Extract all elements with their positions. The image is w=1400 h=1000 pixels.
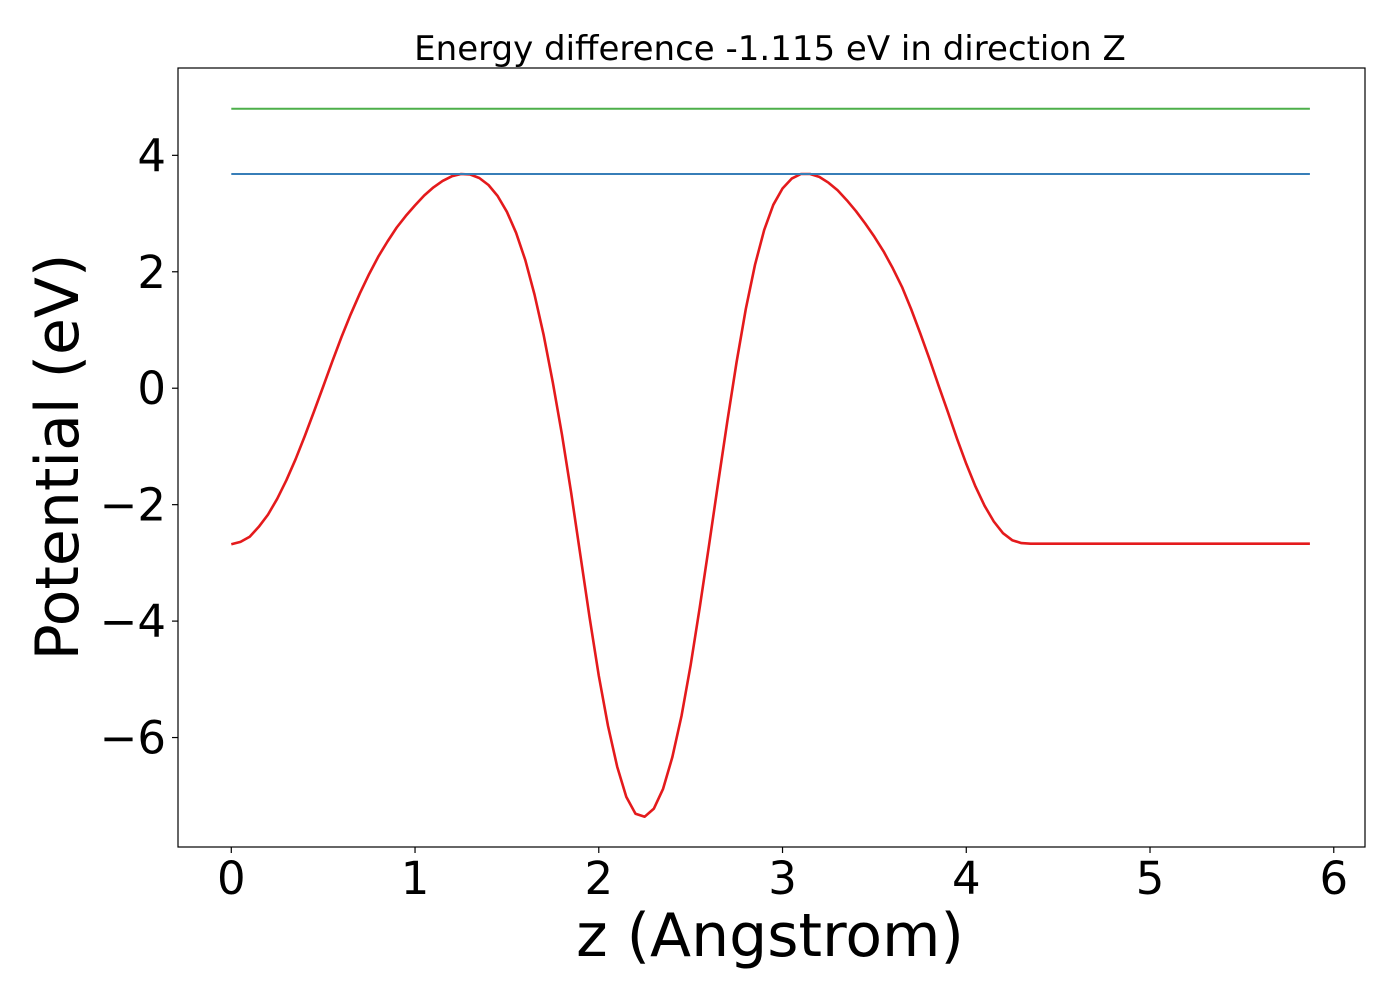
y-tick-label: 2 <box>137 246 166 299</box>
y-axis-label: Potential (eV) <box>23 254 93 661</box>
y-tick-label: −6 <box>100 712 166 765</box>
y-tick-label: −2 <box>100 479 166 532</box>
plot-area <box>177 67 1366 848</box>
x-tick-label: 6 <box>1319 852 1348 905</box>
x-tick-label: 4 <box>952 852 981 905</box>
series-line-1 <box>230 172 1310 819</box>
chart-title: Energy difference -1.115 eV in direction… <box>414 29 1126 69</box>
y-tick-label: 0 <box>137 362 166 415</box>
series-layer <box>230 107 1310 819</box>
y-tick-label: 4 <box>137 129 166 182</box>
x-tick-label: 5 <box>1136 852 1165 905</box>
x-tick-label: 1 <box>401 852 430 905</box>
x-axis: 0 1 2 3 4 5 6 <box>217 847 1348 905</box>
y-tick-label: −4 <box>100 595 166 648</box>
x-tick-label: 2 <box>584 852 613 905</box>
x-axis-label: z (Angstrom) <box>576 901 964 971</box>
x-tick-label: 0 <box>217 852 246 905</box>
plot-frame <box>177 67 1366 848</box>
y-axis: −6 −4 −2 0 2 4 <box>100 129 178 765</box>
x-tick-label: 3 <box>768 852 797 905</box>
